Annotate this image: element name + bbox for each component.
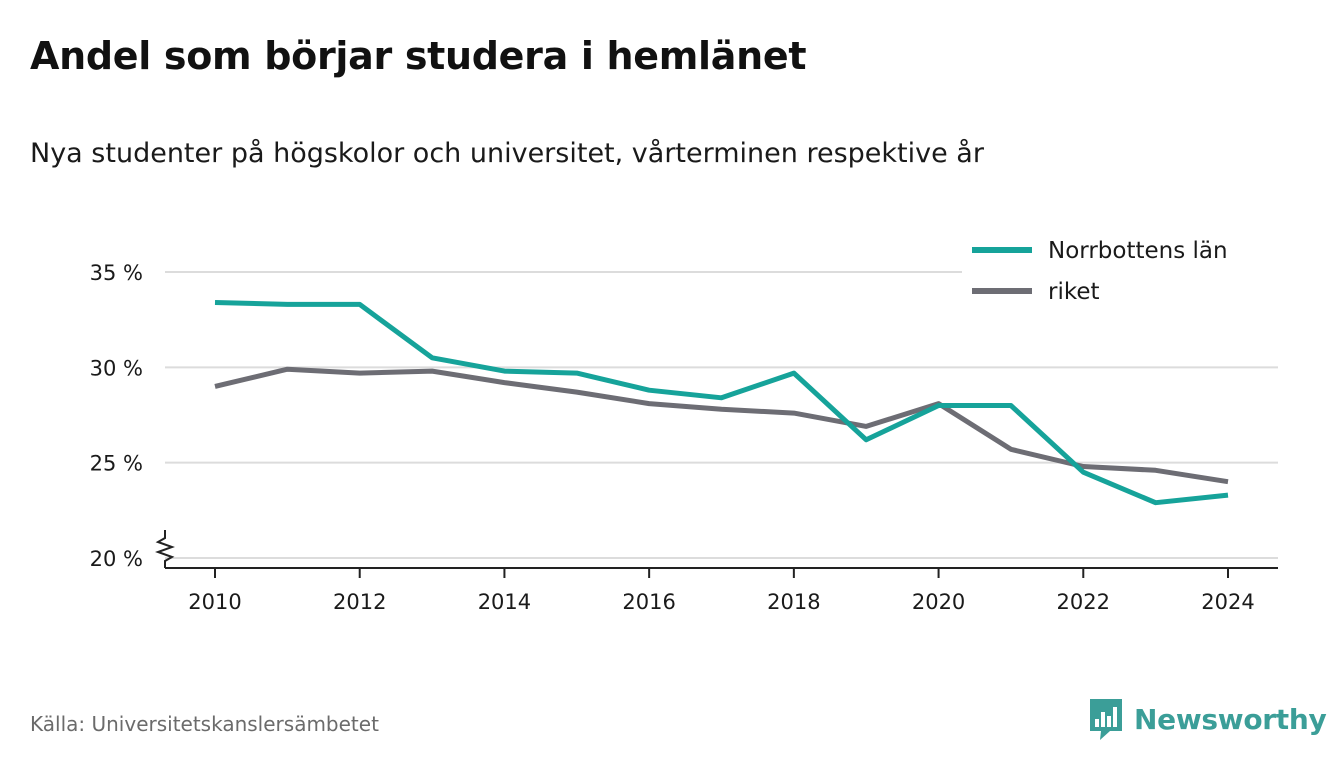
chart-title: Andel som börjar studera i hemlänet (30, 34, 807, 78)
series-line-riket (214, 366, 1229, 485)
bar-chart-speech-bubble-icon (1090, 699, 1122, 740)
x-tick-label: 2020 (912, 590, 965, 614)
x-tick-label: 2024 (1201, 590, 1254, 614)
y-tick-label: 30 % (90, 356, 143, 380)
brand-name: Newsworthy (1134, 702, 1327, 736)
x-tick-label: 2012 (333, 590, 386, 614)
series-lines (214, 300, 1229, 506)
y-tick-label: 20 % (90, 547, 143, 571)
x-tick-label: 2010 (188, 590, 241, 614)
axis-break-marker (155, 530, 175, 568)
y-tick-label: 35 % (90, 261, 143, 285)
y-tick-label: 25 % (90, 452, 143, 476)
series-line-norrbottens-län (214, 300, 1229, 506)
brand-logo: Newsworthy (1088, 697, 1327, 741)
x-tick-label: 2014 (478, 590, 531, 614)
x-tick-label: 2016 (622, 590, 675, 614)
x-tick-label: 2022 (1057, 590, 1110, 614)
legend: Norrbottens län riket (962, 232, 1280, 322)
chart-subtitle: Nya studenter på högskolor och universit… (30, 138, 984, 169)
x-tick-label: 2018 (767, 590, 820, 614)
source-note: Källa: Universitetskanslersämbetet (30, 712, 379, 736)
axes: 20 % 25 % 30 % 35 % 2010 2012 2014 2016 2018 2020… (90, 261, 1278, 614)
line-chart: 20 % 25 % 30 % 35 % 2010 2012 2014 2016 2018 2020… (89, 232, 1280, 614)
legend-label: riket (1048, 279, 1100, 305)
legend-label: Norrbottens län (1048, 238, 1228, 264)
